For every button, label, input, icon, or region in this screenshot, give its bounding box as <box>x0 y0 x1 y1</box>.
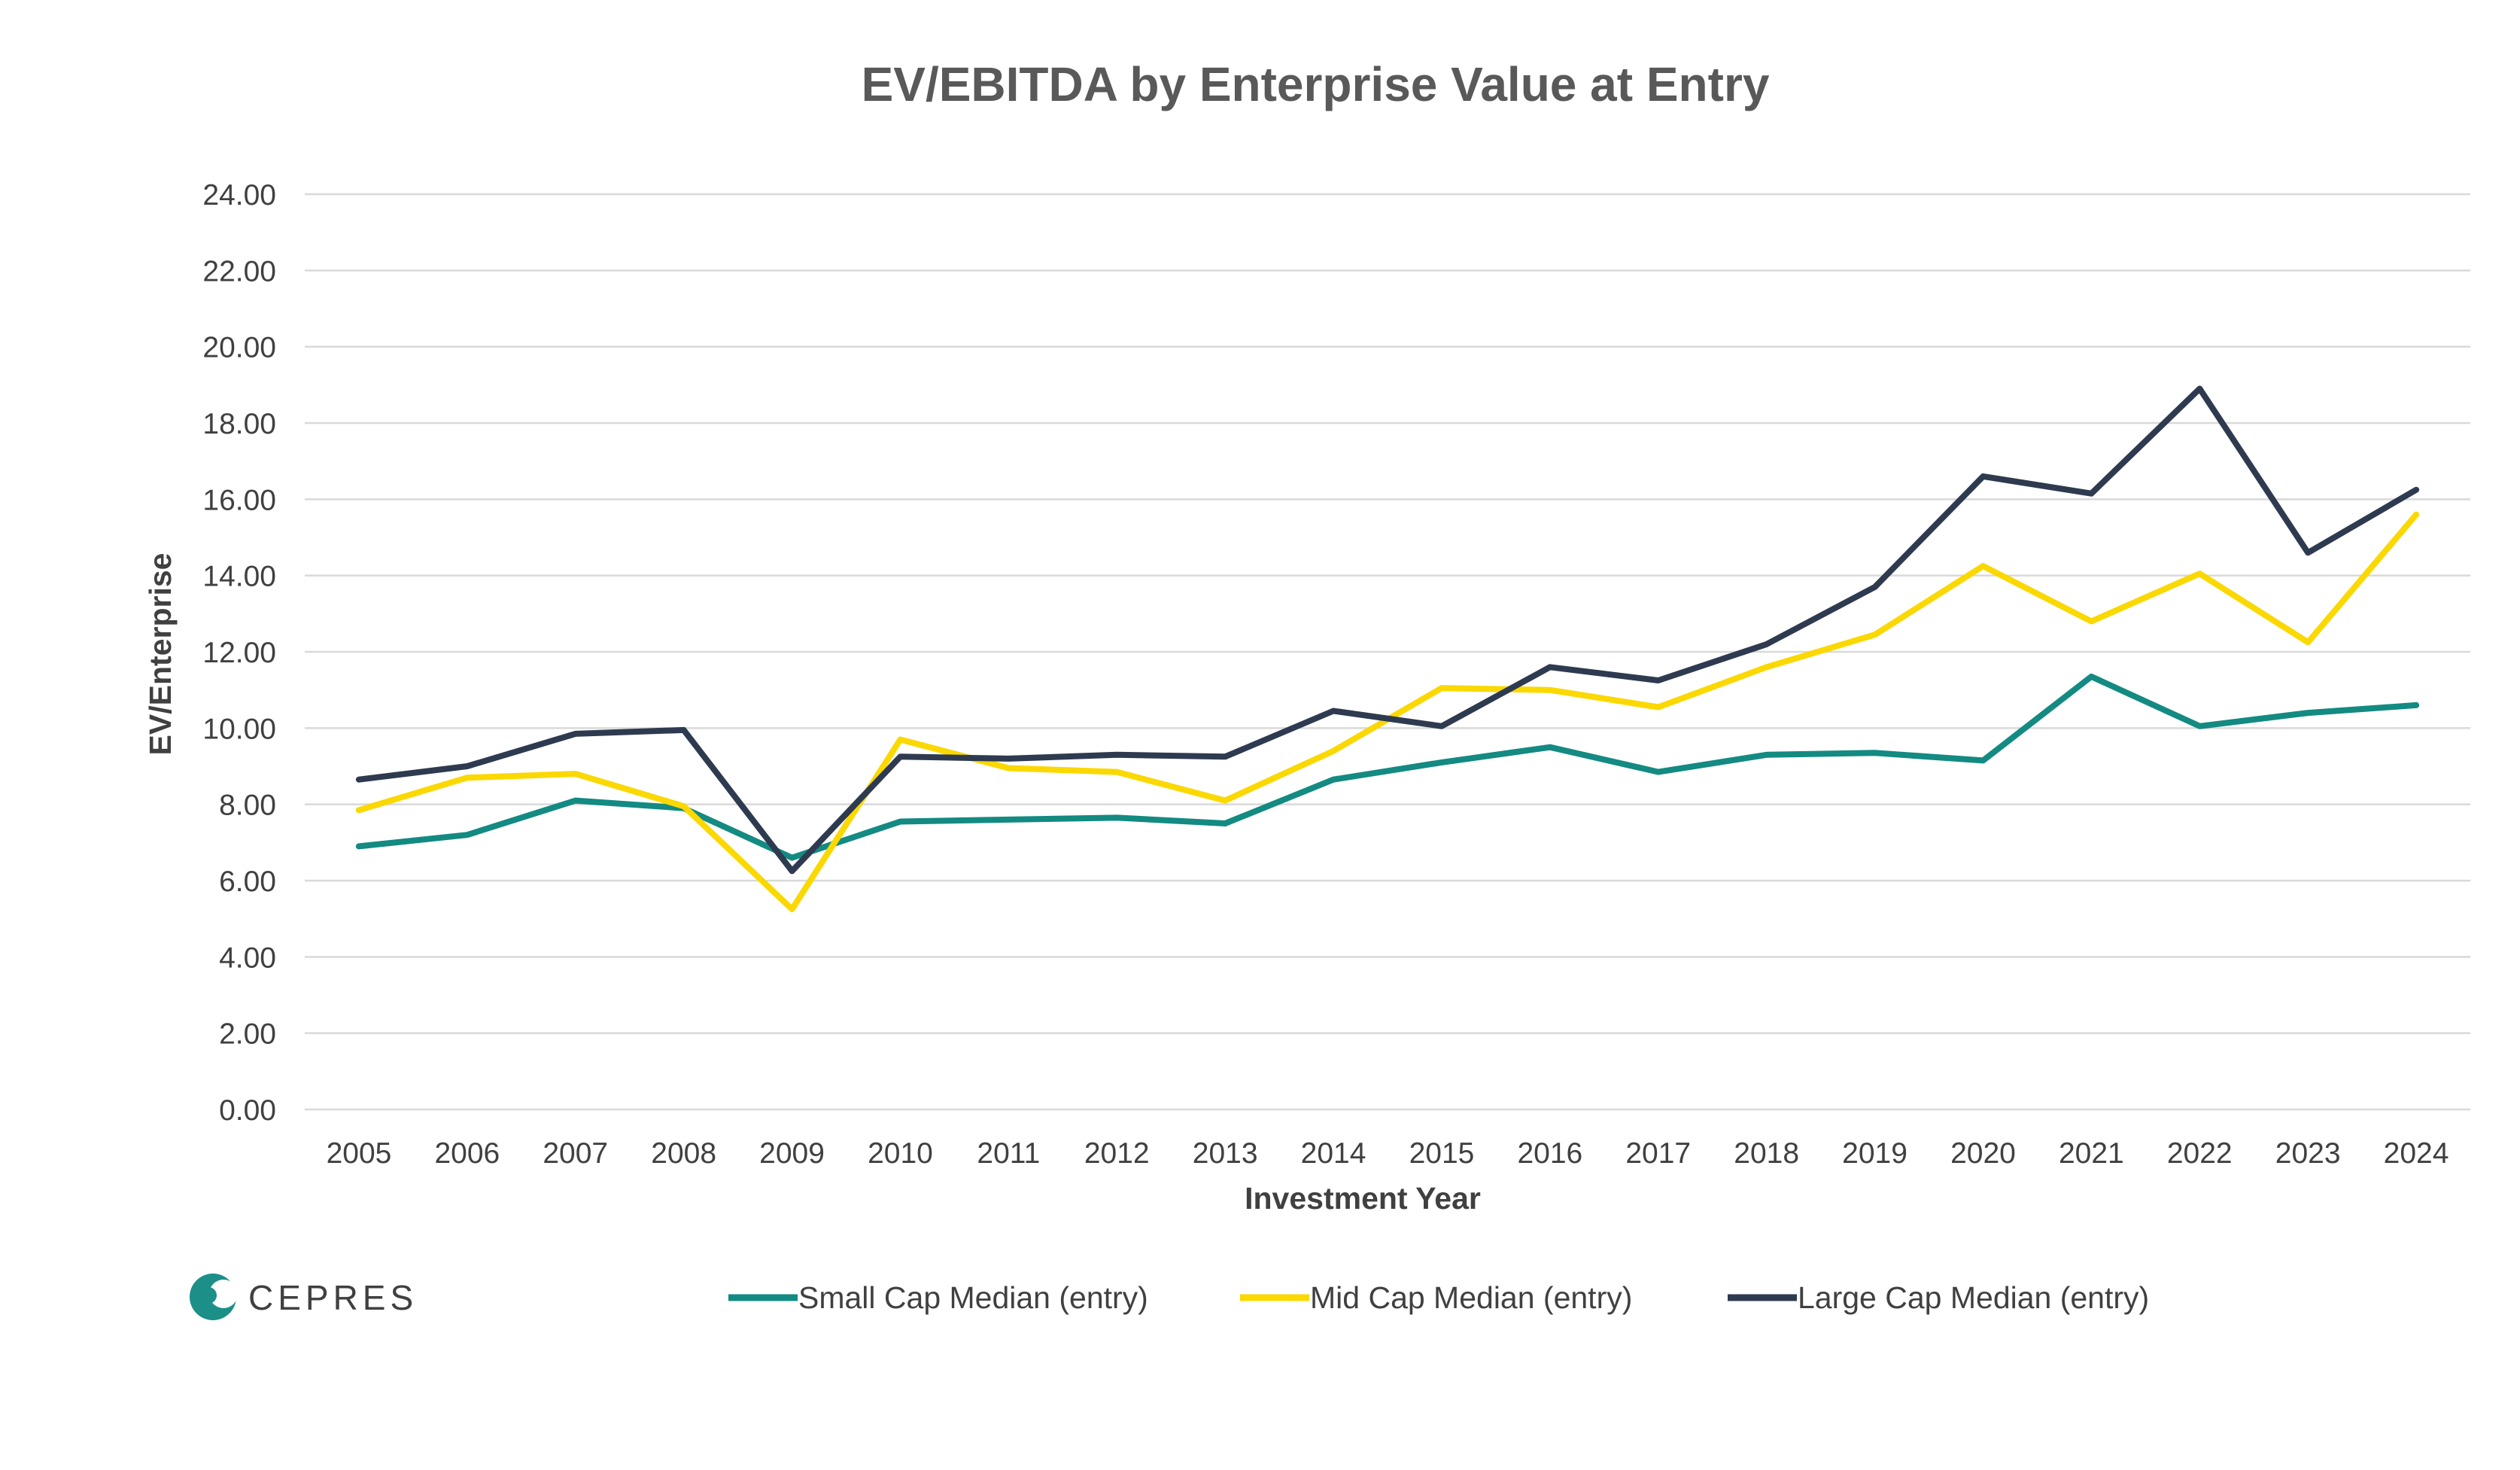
y-tick-label: 18.00 <box>202 408 276 440</box>
x-tick-label: 2024 <box>2384 1137 2449 1170</box>
x-tick-label: 2021 <box>2059 1137 2124 1170</box>
y-tick-label: 16.00 <box>202 484 276 516</box>
legend: Small Cap Median (entry) Mid Cap Median (… <box>728 1280 2149 1315</box>
logo-mark-dot <box>200 1287 217 1304</box>
y-axis-ticks: 0.00 2.00 4.00 6.00 8.00 10.00 12.00 14.00 16.00… <box>202 179 276 1127</box>
x-tick-label: 2013 <box>1193 1137 1258 1170</box>
legend-label-0: Small Cap Median (entry) <box>798 1280 1148 1315</box>
series-line-2 <box>355 385 2420 875</box>
x-tick-label: 2019 <box>1842 1137 1907 1170</box>
y-tick-label: 6.00 <box>219 866 276 898</box>
series-line-0 <box>355 673 2420 861</box>
x-tick-label: 2006 <box>434 1137 500 1170</box>
y-tick-label: 4.00 <box>219 942 276 974</box>
cepres-logo: CEPRES <box>190 1274 418 1320</box>
x-tick-label: 2023 <box>2275 1137 2341 1170</box>
x-tick-label: 2015 <box>1409 1137 1475 1170</box>
y-tick-label: 12.00 <box>202 637 276 669</box>
x-tick-label: 2009 <box>759 1137 825 1170</box>
x-tick-label: 2012 <box>1084 1137 1150 1170</box>
x-tick-label: 2014 <box>1301 1137 1366 1170</box>
legend-label-1: Mid Cap Median (entry) <box>1310 1280 1632 1315</box>
y-tick-label: 10.00 <box>202 713 276 745</box>
x-tick-label: 2005 <box>327 1137 392 1170</box>
x-tick-label: 2016 <box>1517 1137 1582 1170</box>
x-tick-label: 2008 <box>651 1137 716 1170</box>
x-tick-label: 2007 <box>543 1137 608 1170</box>
x-tick-label: 2011 <box>977 1137 1040 1170</box>
legend-label-2: Large Cap Median (entry) <box>1798 1280 2149 1315</box>
logo-mark-inner <box>209 1280 238 1308</box>
chart-title: EV/EBITDA by Enterprise Value at Entry <box>862 57 1770 111</box>
x-axis-ticks: 2005 2006 2007 2008 2009 2010 2011 2012 2013 2014… <box>327 1137 2449 1170</box>
y-tick-label: 14.00 <box>202 561 276 593</box>
y-axis-label: EV/Enterprise <box>143 553 178 756</box>
x-tick-label: 2018 <box>1734 1137 1799 1170</box>
y-tick-label: 2.00 <box>219 1018 276 1051</box>
y-tick-label: 24.00 <box>202 179 276 212</box>
y-tick-label: 22.00 <box>202 255 276 288</box>
series-line-1 <box>355 511 2420 912</box>
y-tick-label: 8.00 <box>219 790 276 822</box>
logo-text: CEPRES <box>248 1278 418 1317</box>
series-lines <box>355 385 2420 912</box>
x-tick-label: 2017 <box>1625 1137 1691 1170</box>
x-tick-label: 2010 <box>868 1137 933 1170</box>
x-tick-label: 2020 <box>1950 1137 2016 1170</box>
x-axis-label: Investment Year <box>1245 1181 1481 1216</box>
x-tick-label: 2022 <box>2167 1137 2233 1170</box>
y-tick-label: 20.00 <box>202 332 276 364</box>
y-tick-label: 0.00 <box>219 1094 276 1127</box>
gridlines <box>305 193 2470 1111</box>
